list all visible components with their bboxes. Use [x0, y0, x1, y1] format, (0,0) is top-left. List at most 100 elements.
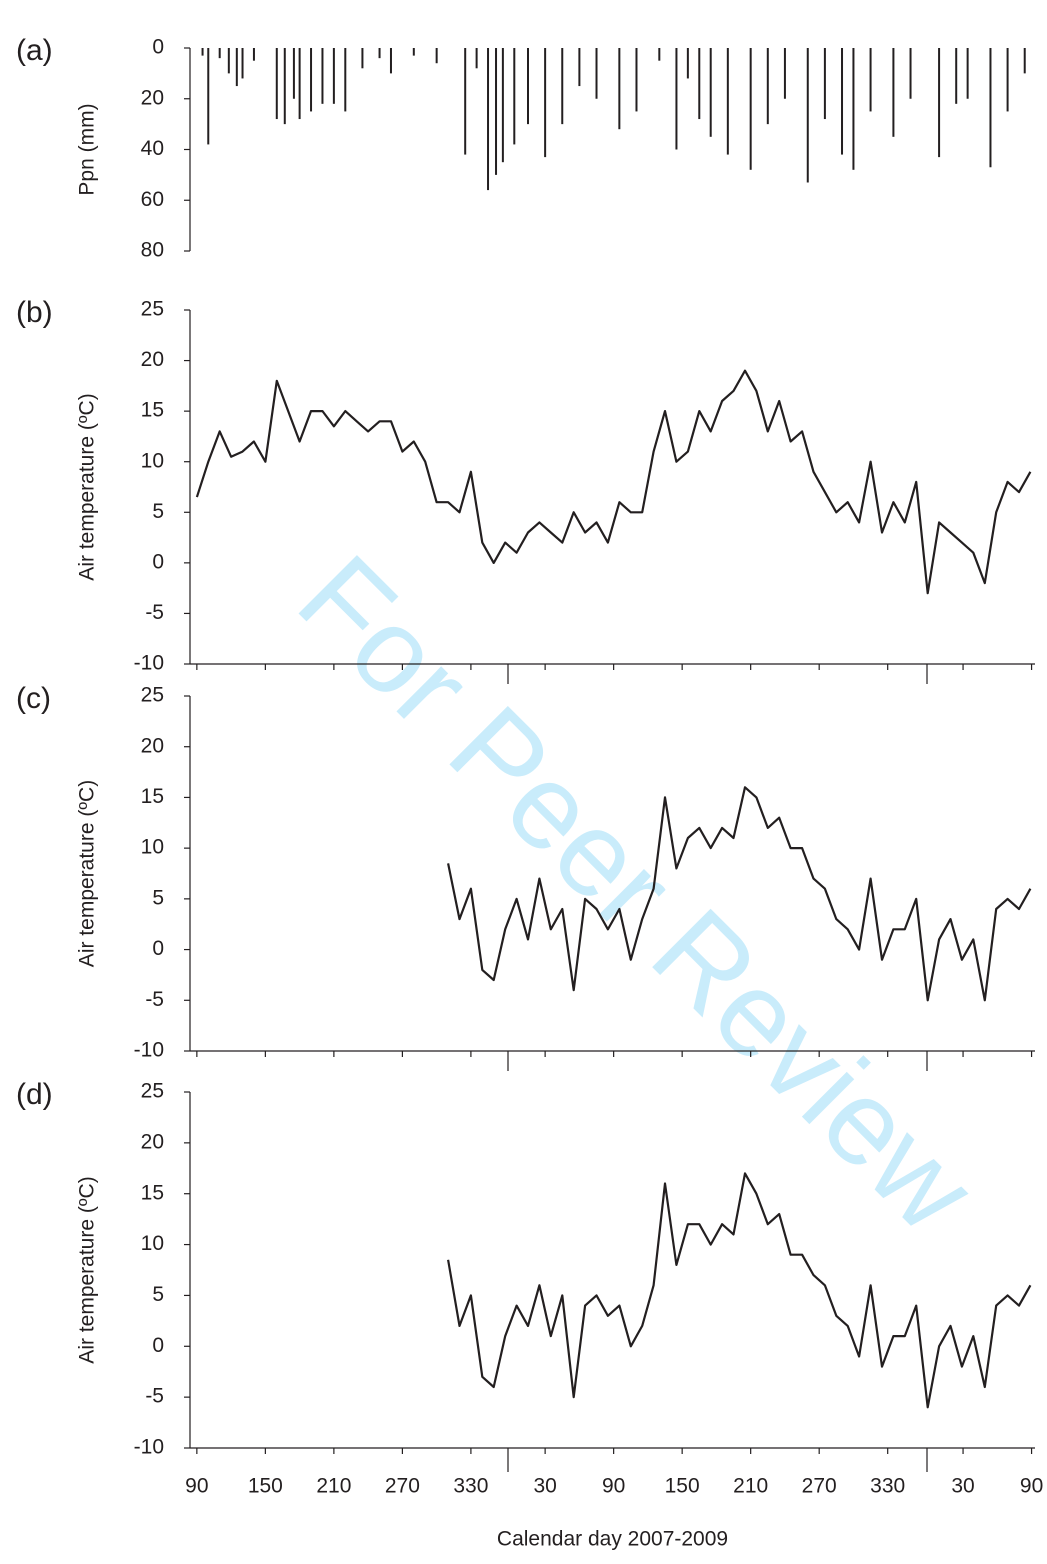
y-tick-label: 20 — [141, 348, 164, 371]
x-axis-label: Calendar day 2007-2009 — [497, 1528, 728, 1551]
bar — [1023, 48, 1026, 74]
bar — [412, 48, 415, 56]
bar — [275, 48, 278, 120]
bar — [595, 48, 598, 99]
bar — [527, 48, 529, 125]
bar — [686, 48, 689, 79]
x-tick-label: 210 — [316, 1475, 351, 1498]
y-tick-label: 10 — [141, 836, 164, 859]
temperature-line — [447, 1172, 1032, 1409]
bar — [966, 48, 969, 99]
bar — [475, 48, 478, 69]
y-tick-label: 15 — [141, 785, 164, 808]
bar — [869, 48, 872, 112]
y-tick-label: 10 — [141, 1232, 164, 1255]
y-tick-label: 10 — [141, 449, 164, 472]
y-tick-label: 0 — [152, 937, 164, 960]
bar — [435, 48, 438, 64]
y-tick-label: 20 — [141, 734, 164, 757]
bar — [227, 48, 230, 74]
x-tick-label: 30 — [533, 1475, 556, 1498]
y-tick-label: 5 — [152, 886, 164, 909]
y-tick-label: 0 — [152, 550, 164, 573]
bar — [709, 48, 712, 137]
y-axis-label: Air temperature (ºC) — [76, 780, 99, 967]
y-tick-label: -5 — [145, 1385, 164, 1408]
bar — [332, 48, 335, 104]
bar — [201, 48, 204, 56]
bar — [283, 48, 286, 125]
bar — [635, 48, 638, 112]
bar — [578, 48, 581, 87]
y-tick-label: -5 — [145, 988, 164, 1011]
x-tick-label: 90 — [1020, 1475, 1043, 1498]
bar — [310, 48, 313, 112]
bar — [726, 48, 729, 155]
bar — [344, 48, 347, 112]
y-axis-label: Air temperature (ºC) — [76, 1176, 99, 1363]
bar — [389, 48, 392, 74]
bar — [806, 48, 809, 183]
x-tick-label: 210 — [733, 1475, 768, 1498]
x-tick-label: 330 — [453, 1475, 488, 1498]
bar — [823, 48, 826, 120]
watermark: For Peer Review — [273, 530, 1000, 1257]
y-tick-label: 20 — [141, 86, 164, 109]
temperature-line — [447, 786, 1032, 1002]
bar — [658, 48, 661, 61]
x-tick-label: 90 — [602, 1475, 625, 1498]
y-tick-label: 25 — [141, 1080, 164, 1103]
bar — [783, 48, 786, 99]
y-tick-label: 25 — [141, 298, 164, 321]
bar — [495, 48, 498, 175]
bar — [241, 48, 244, 79]
y-tick-label: 40 — [141, 137, 164, 160]
bar — [749, 48, 752, 170]
bar — [1006, 48, 1009, 112]
panel-label: (b) — [16, 296, 53, 329]
bar — [207, 48, 210, 145]
y-tick-label: 20 — [141, 1130, 164, 1153]
temperature-line — [195, 369, 1032, 595]
bar — [464, 48, 467, 155]
y-axis-label: Ppn (mm) — [76, 103, 99, 195]
x-tick-label: 330 — [870, 1475, 905, 1498]
bar — [561, 48, 564, 125]
panel-label: (d) — [16, 1078, 53, 1111]
x-tick-label: 30 — [951, 1475, 974, 1498]
bar — [618, 48, 621, 130]
bar — [252, 48, 255, 61]
y-tick-label: 80 — [141, 239, 164, 262]
y-tick-label: 5 — [152, 500, 164, 523]
bar — [292, 48, 295, 99]
bar — [841, 48, 844, 155]
bar — [892, 48, 895, 137]
bar — [378, 48, 381, 59]
x-tick-label: 270 — [385, 1475, 420, 1498]
bar — [909, 48, 912, 99]
x-tick-label: 270 — [802, 1475, 837, 1498]
bar — [955, 48, 958, 104]
y-axis-label: Air temperature (ºC) — [76, 393, 99, 580]
bar — [487, 48, 490, 191]
y-tick-label: 25 — [141, 684, 164, 707]
bar — [698, 48, 701, 120]
bar — [852, 48, 855, 170]
bar — [989, 48, 992, 168]
y-tick-label: 15 — [141, 399, 164, 422]
x-tick-label: 150 — [248, 1475, 283, 1498]
x-tick-label: 150 — [665, 1475, 700, 1498]
bar — [298, 48, 301, 120]
y-tick-label: -10 — [134, 1436, 164, 1459]
y-tick-label: 0 — [152, 1334, 164, 1357]
panel-label: (a) — [16, 34, 53, 67]
y-tick-label: 0 — [152, 36, 164, 59]
bar — [361, 48, 364, 69]
bar — [235, 48, 238, 87]
y-tick-label: 15 — [141, 1181, 164, 1204]
y-tick-label: -5 — [145, 601, 164, 624]
bar — [218, 48, 221, 59]
bar — [766, 48, 769, 125]
y-tick-label: -10 — [134, 652, 164, 675]
